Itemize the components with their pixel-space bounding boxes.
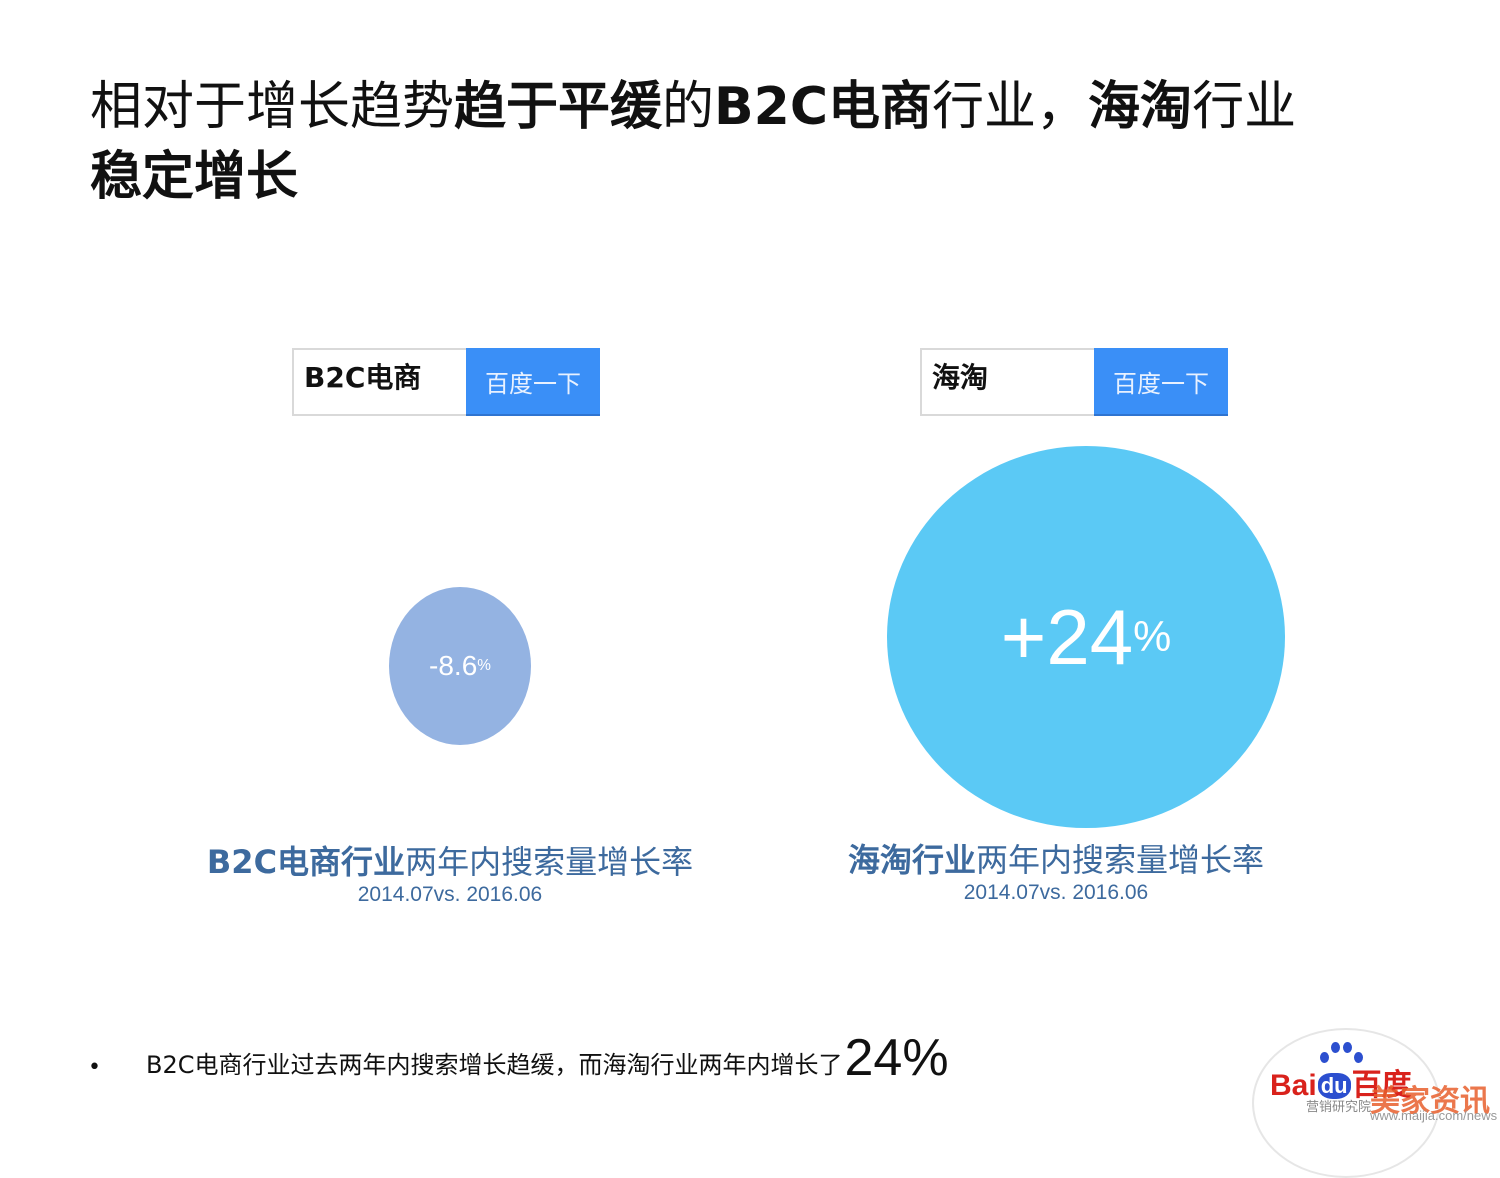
caption-title-b2c: B2C电商行业两年内搜索量增长率 (150, 842, 750, 882)
caption-bold: 海淘行业 (847, 841, 976, 879)
caption-period-b2c: 2014.07vs. 2016.06 (357, 883, 543, 906)
growth-bubble-haitao: +24% (887, 446, 1285, 828)
bullet-text: B2C电商行业过去两年内搜索增长趋缓，而海淘行业两年内增长了 (146, 1051, 843, 1079)
title-line-1: 相对于增长趋势趋于平缓的B2C电商行业，海淘行业 (90, 72, 1450, 142)
caption-rest: 两年内搜索量增长率 (976, 841, 1265, 879)
search-bar-haitao: 海淘 百度一下 (920, 348, 1228, 416)
growth-value-b2c: -8.6 (429, 650, 478, 681)
growth-value-haitao: +24 (1000, 592, 1134, 681)
watermark-url: www.maijia.com/news (1370, 1108, 1498, 1123)
caption-haitao: 海淘行业两年内搜索量增长率 2014.07vs. 2016.06 (756, 840, 1356, 906)
title-line-2: 稳定增长 (90, 147, 299, 207)
title-segment-bold: B2C电商 (714, 77, 933, 137)
growth-bubble-b2c: -8.6% (389, 587, 531, 745)
search-button-b2c[interactable]: 百度一下 (466, 348, 600, 416)
logo-subtitle: 营销研究院 (1306, 1100, 1372, 1115)
summary-bullet: • B2C电商行业过去两年内搜索增长趋缓，而海淘行业两年内增长了 24% (88, 1022, 949, 1086)
paw-icon (1318, 1042, 1364, 1068)
caption-title-haitao: 海淘行业两年内搜索量增长率 (756, 840, 1356, 880)
title-segment: 的 (662, 77, 715, 137)
title-segment: 行业， (932, 77, 1089, 137)
caption-b2c: B2C电商行业两年内搜索量增长率 2014.07vs. 2016.06 (150, 842, 750, 908)
watermark-text: 美家资讯 (1370, 1084, 1490, 1119)
caption-rest: 两年内搜索量增长率 (405, 843, 694, 881)
search-input-haitao[interactable]: 海淘 (920, 348, 1094, 416)
page-title: 相对于增长趋势趋于平缓的B2C电商行业，海淘行业 稳定增长 (90, 72, 1450, 212)
logo-brand: Bai du 百度 (1270, 1069, 1412, 1102)
search-button-haitao[interactable]: 百度一下 (1094, 348, 1228, 416)
growth-unit-haitao: % (1133, 612, 1172, 661)
baidu-logo: Bai du 百度 营销研究院 美家资讯 www.maijia.com/news (1252, 1028, 1500, 1178)
caption-period-haitao: 2014.07vs. 2016.06 (963, 881, 1149, 904)
bullet-highlight: 24% (844, 1029, 949, 1087)
growth-unit-b2c: % (477, 657, 491, 674)
title-segment-bold: 海淘 (1088, 77, 1193, 137)
search-input-b2c[interactable]: B2C电商 (292, 348, 466, 416)
title-segment: 相对于增长趋势 (90, 77, 455, 137)
search-bar-b2c: B2C电商 百度一下 (292, 348, 600, 416)
title-segment-bold: 趋于平缓 (454, 77, 663, 137)
caption-bold: B2C电商行业 (206, 843, 406, 881)
bullet-marker: • (88, 1055, 101, 1080)
title-segment: 行业 (1192, 77, 1297, 137)
